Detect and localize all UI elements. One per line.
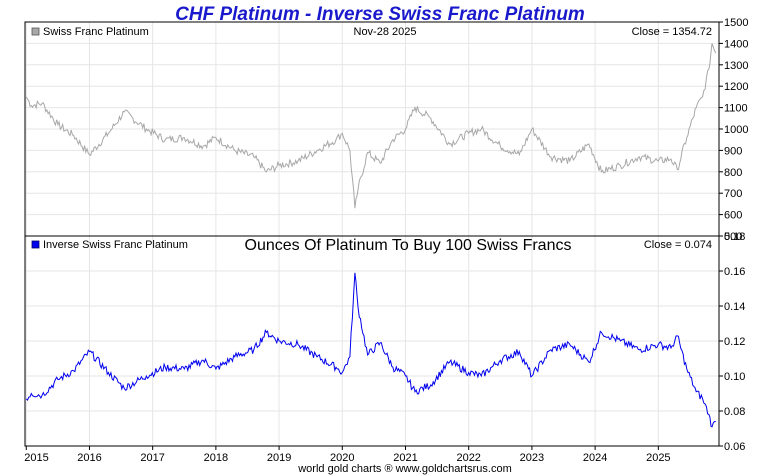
bottom-legend-swatch: [31, 240, 40, 249]
bottom-y-tick-label: 0.10: [724, 371, 745, 383]
top-y-tick-labels: 1500 1400 1300 1200 1100 1000 900 800 700 600 500: [724, 17, 748, 243]
bottom-y-tick-labels: 0.18 0.16 0.14 0.12 0.10 0.08 0.06: [724, 231, 745, 453]
top-y-tick-label: 1200: [724, 81, 748, 93]
top-y-tick-label: 500: [724, 231, 742, 243]
x-tick-label: 2020: [330, 452, 354, 464]
bottom-subtitle: Ounces Of Platinum To Buy 100 Swiss Fran…: [245, 237, 572, 254]
x-tick-label: 2016: [77, 452, 101, 464]
top-y-tick-label: 1500: [724, 17, 748, 29]
x-tick-label: 2017: [140, 452, 164, 464]
top-y-tick-label: 1100: [724, 103, 748, 115]
top-y-tick-label: 600: [724, 210, 742, 222]
top-y-tick-label: 900: [724, 145, 742, 157]
date-label: Nov-28 2025: [354, 26, 417, 38]
chart-title: CHF Platinum - Inverse Swiss Franc Plati…: [175, 4, 585, 25]
top-y-tick-label: 1000: [724, 124, 748, 136]
bottom-panel: Inverse Swiss Franc Platinum Ounces Of P…: [24, 231, 745, 453]
bottom-legend-label: Inverse Swiss Franc Platinum: [43, 239, 188, 251]
bottom-y-tick-label: 0.08: [724, 406, 745, 418]
top-y-tick-label: 1400: [724, 38, 748, 50]
top-y-tick-label: 800: [724, 167, 742, 179]
top-legend-label: Swiss Franc Platinum: [43, 26, 149, 38]
x-axis-tick-labels: 2015 2016 2017 2018 2019 2020 2021 2022 2023 2024…: [24, 446, 671, 464]
bottom-y-tick-label: 0.06: [724, 441, 745, 453]
inverse-swiss-franc-platinum-line: [25, 272, 716, 428]
top-panel: Swiss Franc Platinum Nov-28 2025 Close =…: [24, 17, 748, 243]
x-tick-label: 2021: [393, 452, 417, 464]
swiss-franc-platinum-line: [25, 43, 717, 209]
bottom-y-tick-label: 0.18: [724, 231, 745, 243]
x-tick-label: 2023: [520, 452, 544, 464]
top-y-tick-label: 1300: [724, 60, 748, 72]
top-legend-swatch: [31, 27, 40, 36]
footer-credit: world gold charts ® www.goldchartsrus.co…: [297, 463, 512, 475]
bottom-close-label: Close = 0.074: [644, 239, 712, 251]
top-y-tick-label: 700: [724, 188, 742, 200]
x-tick-label: 2024: [583, 452, 607, 464]
x-tick-label: 2019: [267, 452, 291, 464]
x-tick-label: 2025: [646, 452, 670, 464]
x-tick-label: 2015: [24, 452, 48, 464]
bottom-plot-frame: [24, 235, 720, 447]
bottom-y-tick-label: 0.16: [724, 266, 745, 278]
bottom-y-tick-label: 0.12: [724, 336, 745, 348]
x-tick-label: 2018: [204, 452, 228, 464]
x-tick-label: 2022: [456, 452, 480, 464]
top-gridlines: [25, 21, 723, 237]
top-close-label: Close = 1354.72: [632, 26, 712, 38]
bottom-y-tick-label: 0.14: [724, 301, 745, 313]
bottom-gridlines: [25, 235, 723, 447]
